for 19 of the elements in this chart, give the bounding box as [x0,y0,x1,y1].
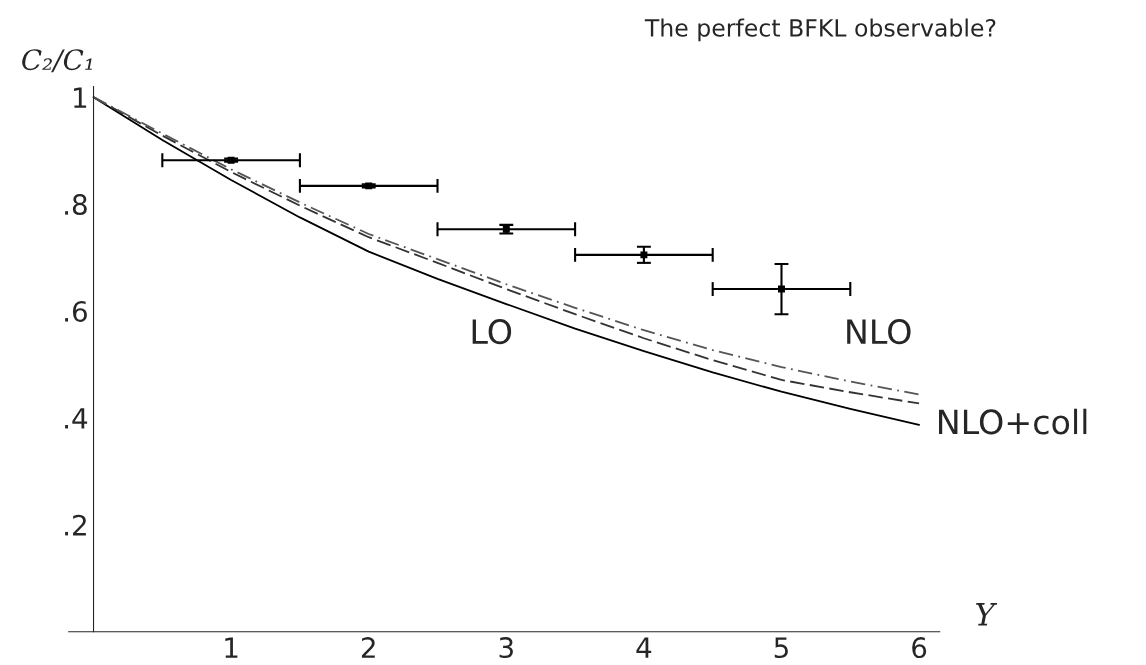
x-tick-label: 4 [636,637,652,658]
x-axis-title: Y [976,603,998,626]
chart-title: The perfect BFKL observable? [644,18,996,42]
y-tick-label: 1 [74,87,87,108]
x-tick-label: 3 [499,637,513,659]
x-tick-label: 1 [225,637,238,658]
y-tick-label: .6 [65,300,87,322]
annotation: NLO+coll [939,408,1087,435]
x-tick-label: 5 [774,637,788,659]
x-tick-label: 6 [912,637,927,659]
y-axis-title: C₂/C₁ [22,49,92,73]
point [778,285,785,293]
annotation: NLO [847,319,911,345]
y-tick-label: .8 [65,194,87,216]
point [640,251,648,259]
annotation: LO [472,319,512,345]
y-tick-label: .4 [65,408,88,429]
x-tick-label: 2 [361,637,375,658]
y-tick-label: .2 [65,514,86,536]
